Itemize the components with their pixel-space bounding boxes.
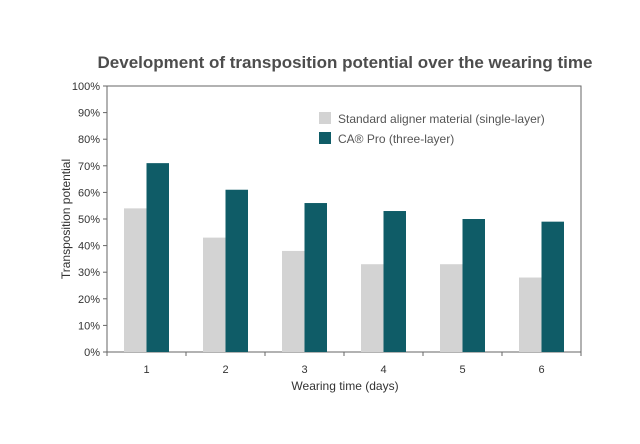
- x-tick-label: 2: [222, 364, 228, 376]
- legend-swatch: [319, 132, 331, 144]
- y-tick-label: 100%: [72, 81, 100, 93]
- y-tick-label: 80%: [78, 134, 100, 146]
- y-tick-label: 10%: [78, 320, 100, 332]
- x-tick-label: 4: [380, 364, 386, 376]
- x-axis-label: Wearing time (days): [291, 379, 398, 393]
- bars: [124, 163, 564, 352]
- x-tick-label: 1: [143, 364, 149, 376]
- bar-ca-pro: [462, 219, 485, 352]
- y-tick-label: 40%: [78, 241, 100, 253]
- legend-label: CA® Pro (three-layer): [338, 132, 454, 146]
- legend-label: Standard aligner material (single-layer): [338, 112, 545, 126]
- legend: Standard aligner material (single-layer)…: [319, 112, 545, 146]
- x-tick-label: 5: [459, 364, 465, 376]
- legend-swatch: [319, 112, 331, 124]
- y-tick-label: 30%: [78, 267, 100, 279]
- bar-standard-aligner: [282, 250, 305, 352]
- x-axis-ticks: 1 2 3 4 5 6: [106, 352, 582, 376]
- bar-standard-aligner: [124, 208, 147, 352]
- bar-standard-aligner: [519, 277, 542, 352]
- bar-ca-pro: [383, 211, 406, 352]
- y-axis-ticks: 0% 10% 20% 30% 40% 50% 60% 70% 80% 90% 100%: [72, 81, 107, 359]
- x-tick-label: 6: [538, 364, 544, 376]
- bar-standard-aligner: [361, 264, 384, 352]
- chart-title: Development of transposition potential o…: [98, 53, 593, 72]
- y-axis-label: Transposition potential: [59, 159, 73, 279]
- x-tick-label: 3: [301, 364, 307, 376]
- y-tick-label: 20%: [78, 294, 100, 306]
- y-tick-label: 70%: [78, 161, 100, 173]
- bar-ca-pro: [541, 221, 564, 352]
- y-tick-label: 0%: [84, 347, 100, 359]
- bar-standard-aligner: [203, 237, 226, 352]
- bar-ca-pro: [146, 163, 169, 352]
- bar-standard-aligner: [440, 264, 463, 352]
- y-tick-label: 50%: [78, 214, 100, 226]
- y-tick-label: 60%: [78, 187, 100, 199]
- bar-ca-pro: [225, 189, 248, 352]
- bar-ca-pro: [304, 203, 327, 352]
- y-tick-label: 90%: [78, 108, 100, 120]
